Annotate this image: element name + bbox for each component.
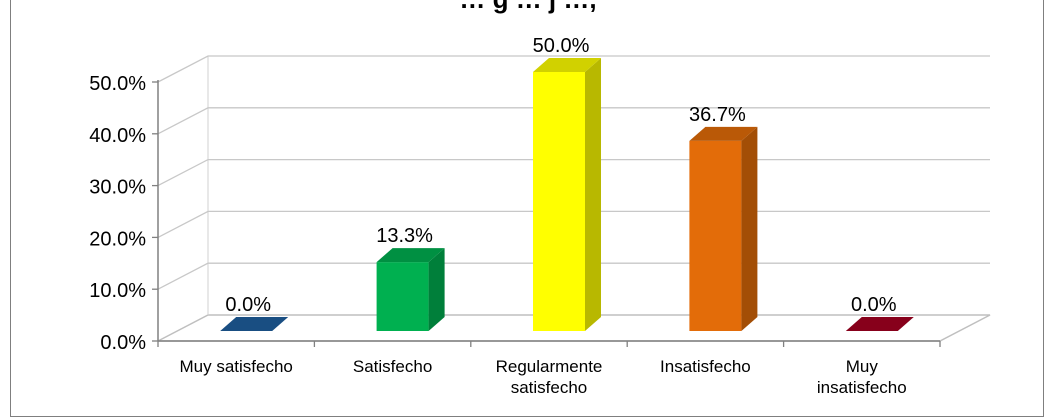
bar-top <box>220 317 289 331</box>
bar-front <box>533 72 585 331</box>
y-tick-label: 40.0% <box>89 125 146 147</box>
gridline <box>157 55 990 83</box>
bar-side <box>741 126 758 331</box>
bar-top <box>689 126 758 141</box>
data-label: 36.7% <box>689 104 746 126</box>
bar-front <box>689 140 742 331</box>
x-tick-label: Muy <box>846 357 879 376</box>
data-labels: 0.0% 13.3% 50.0% 36.7% 0.0% <box>225 35 896 316</box>
x-tick-label: satisfecho <box>511 378 588 397</box>
bar-2 <box>533 58 601 331</box>
chart-title: … g … j …, <box>0 0 1056 15</box>
x-tick-label: insatisfecho <box>817 378 907 397</box>
axis <box>152 80 941 347</box>
y-tick-label: 0.0% <box>100 332 146 354</box>
y-tick-label: 10.0% <box>89 280 146 302</box>
bar-top <box>376 248 445 263</box>
data-label: 13.3% <box>376 225 433 247</box>
bar-4 <box>845 317 914 331</box>
y-tick-label: 20.0% <box>89 228 146 250</box>
bar-top <box>533 58 601 72</box>
y-tick-label: 50.0% <box>89 73 146 95</box>
y-tick-labels: 0.0% 10.0% 20.0% 30.0% 40.0% 50.0% <box>89 73 146 354</box>
x-tick-labels: Muy satisfecho Satisfecho Regularmente sati… <box>180 357 907 397</box>
data-label: 50.0% <box>533 35 590 57</box>
x-tick-label: Muy satisfecho <box>180 357 293 376</box>
x-tick-label: Satisfecho <box>353 357 432 376</box>
x-tick-label: Insatisfecho <box>660 357 751 376</box>
bar-3 <box>689 126 758 331</box>
y-tick-label: 30.0% <box>89 177 146 199</box>
x-tick-label: Regularmente <box>496 357 603 376</box>
gridline <box>157 107 990 135</box>
data-label: 0.0% <box>851 294 897 316</box>
data-label: 0.0% <box>225 294 271 316</box>
bars <box>220 58 914 331</box>
bar-top <box>845 317 914 331</box>
bar-side <box>428 248 445 331</box>
bar-front <box>376 262 429 331</box>
bar-1 <box>376 248 445 331</box>
bar-0 <box>220 317 289 331</box>
bar-side <box>585 58 601 331</box>
